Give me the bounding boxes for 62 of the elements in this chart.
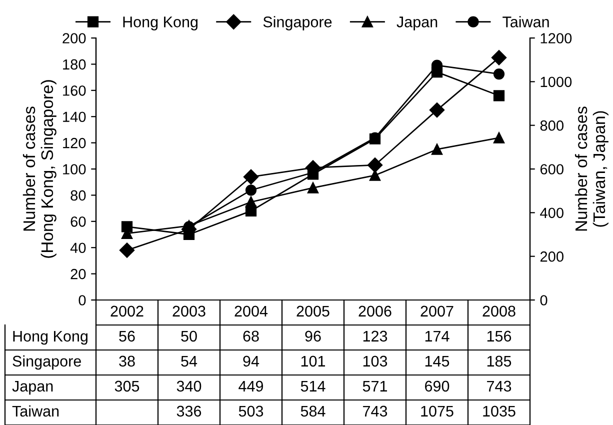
x-tick-label: 2004 bbox=[234, 306, 268, 317]
data-label: 1035 bbox=[483, 406, 516, 417]
data-label: 690 bbox=[425, 380, 450, 392]
y2-tick-label: 200 bbox=[540, 251, 564, 262]
data-label: 305 bbox=[114, 380, 140, 392]
x-tick-label: 2003 bbox=[172, 306, 206, 317]
data-label: 514 bbox=[300, 380, 326, 392]
y-axis-title: Number of cases (Hong Kong, Singapore) bbox=[22, 80, 56, 258]
data-label: 743 bbox=[487, 380, 512, 392]
data-label: 103 bbox=[363, 356, 388, 367]
y-tick-label: 140 bbox=[63, 112, 86, 122]
y-tick-label: 160 bbox=[63, 86, 86, 96]
y-tick-label: 60 bbox=[70, 216, 86, 227]
y2-tick-label: 600 bbox=[540, 164, 564, 174]
legend-label: Taiwan bbox=[502, 16, 549, 28]
y-tick-label: 80 bbox=[70, 190, 86, 201]
data-label: 94 bbox=[243, 356, 260, 367]
y2-tick-label: 0 bbox=[540, 295, 548, 306]
text: Japan bbox=[12, 380, 53, 395]
data-label: 50 bbox=[181, 330, 197, 342]
data-label: 1075 bbox=[421, 406, 454, 417]
x-tick-label: 2006 bbox=[358, 306, 392, 317]
data-label: 503 bbox=[238, 406, 264, 417]
text: Taiwan bbox=[12, 405, 59, 417]
data-label: 185 bbox=[487, 356, 512, 367]
legend-label: Japan bbox=[396, 16, 438, 30]
data-label: 336 bbox=[176, 406, 202, 417]
data-label: 96 bbox=[305, 330, 321, 342]
y-tick-label: 180 bbox=[63, 59, 86, 70]
data-label: 340 bbox=[176, 380, 202, 392]
y-tick-label: 0 bbox=[78, 295, 86, 306]
data-label: 101 bbox=[301, 356, 325, 367]
y-tick-label: 20 bbox=[70, 268, 86, 280]
data-label: 123 bbox=[363, 330, 388, 342]
x-tick-label: 2002 bbox=[110, 306, 144, 317]
x-tick-label: 2008 bbox=[482, 306, 516, 317]
y2-tick-label: 1200 bbox=[540, 33, 572, 44]
y2-tick-label: 800 bbox=[540, 120, 564, 131]
data-label: 743 bbox=[363, 406, 388, 417]
y-tick-label: 200 bbox=[62, 33, 86, 44]
data-label: 571 bbox=[362, 380, 387, 392]
y-tick-label: 100 bbox=[63, 164, 86, 174]
y2-tick-label: 1000 bbox=[540, 76, 572, 88]
text: Singapore bbox=[12, 355, 81, 370]
data-label: 38 bbox=[119, 356, 135, 367]
data-label: 145 bbox=[425, 356, 450, 367]
y2-tick-label: 400 bbox=[540, 208, 564, 218]
data-label: 449 bbox=[238, 380, 264, 392]
data-label: 54 bbox=[181, 356, 198, 367]
y-tick-label: 40 bbox=[70, 242, 86, 254]
y-tick-label: 120 bbox=[63, 138, 86, 148]
legend-label: Singapore bbox=[263, 16, 332, 30]
x-tick-label: 2007 bbox=[420, 306, 454, 317]
legend-label: Hong Kong bbox=[123, 16, 198, 30]
data-label: 156 bbox=[487, 330, 512, 342]
data-label: 584 bbox=[300, 406, 326, 417]
data-label: 68 bbox=[243, 330, 259, 342]
data-label: 56 bbox=[119, 330, 135, 342]
data-label: 174 bbox=[425, 330, 450, 342]
x-tick-label: 2005 bbox=[296, 306, 330, 317]
text: Hong Kong bbox=[13, 330, 88, 345]
y2-axis-title: Number of cases (Taiwan, Japan) bbox=[574, 106, 608, 231]
